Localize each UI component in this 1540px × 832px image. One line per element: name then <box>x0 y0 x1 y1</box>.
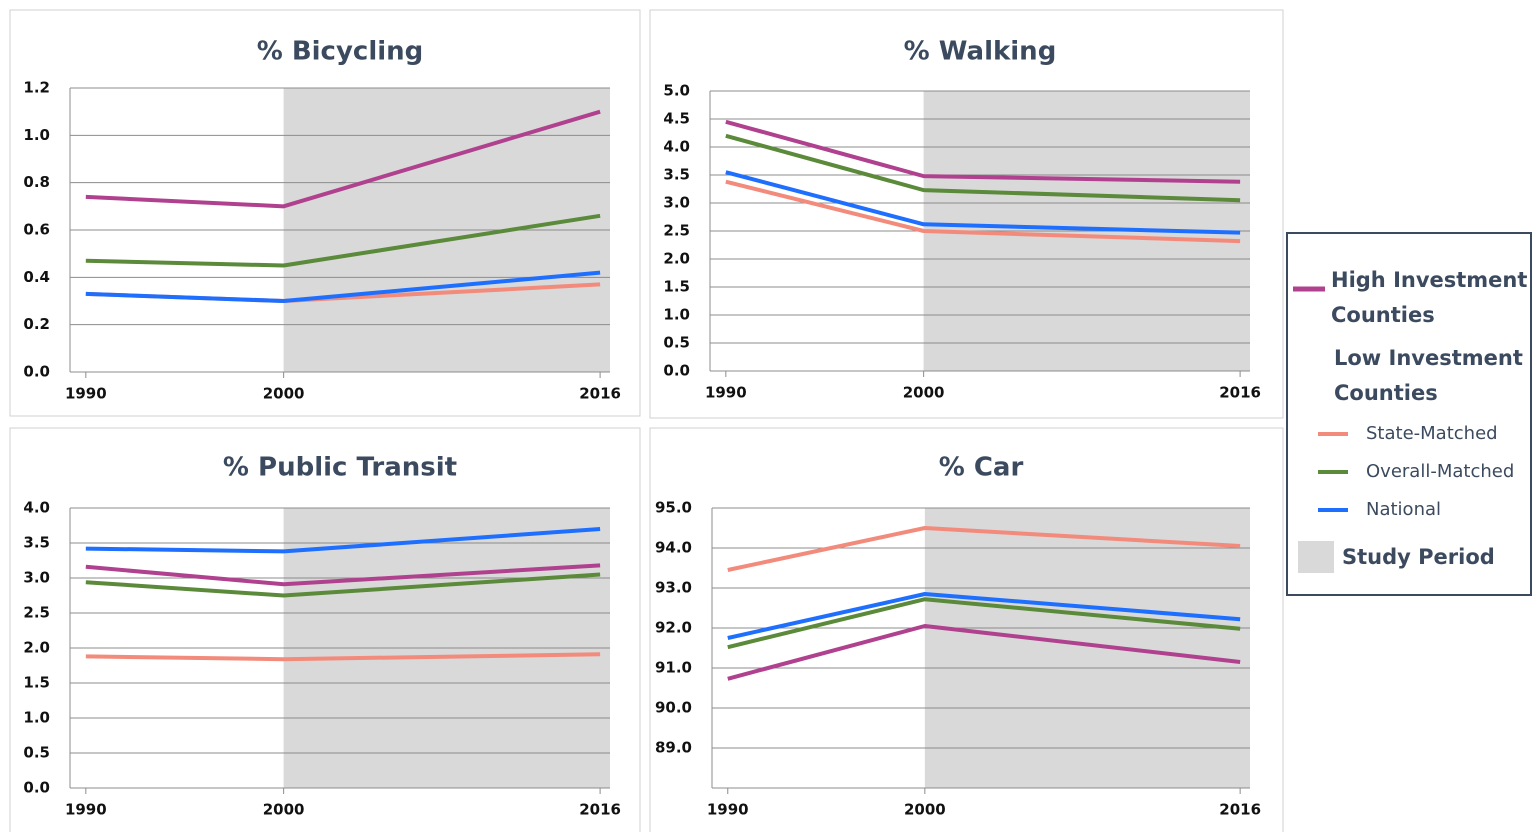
series-line <box>85 572 601 598</box>
legend-box <box>1286 232 1532 596</box>
legend-label: High Investment Counties <box>1331 268 1527 327</box>
y-tick-label: 89.0 <box>655 739 692 757</box>
legend-group-label: Low Investment Counties <box>1334 346 1523 405</box>
y-tick-label: 1.0 <box>23 709 50 727</box>
y-tick-label: 1.0 <box>663 306 690 324</box>
series-line <box>727 624 1241 681</box>
y-tick-label: 3.5 <box>23 534 50 552</box>
series-line <box>85 527 601 554</box>
y-tick-label: 0.0 <box>23 363 50 381</box>
y-tick-label: 0.5 <box>23 744 50 762</box>
series-line <box>727 592 1241 640</box>
y-tick-label: 92.0 <box>655 619 692 637</box>
x-tick-label: 2000 <box>904 801 946 819</box>
series-line <box>725 170 1241 235</box>
y-tick-label: 0.0 <box>23 779 50 797</box>
x-tick-label: 1990 <box>65 385 107 403</box>
legend-label: State-Matched <box>1366 423 1498 444</box>
x-tick-label: 2016 <box>1219 384 1261 402</box>
y-tick-label: 2.0 <box>23 639 50 657</box>
series-line <box>727 597 1241 650</box>
chart-title: % Bicycling <box>257 37 424 67</box>
series-line <box>85 652 601 662</box>
y-tick-label: 2.5 <box>23 604 50 622</box>
x-tick-label: 1990 <box>65 801 107 819</box>
series-line <box>725 179 1241 244</box>
series-line <box>725 119 1241 184</box>
y-tick-label: 95.0 <box>655 499 692 517</box>
study-period-shade <box>924 508 1250 788</box>
y-tick-label: 0.6 <box>23 221 50 239</box>
y-tick-label: 4.0 <box>23 499 50 517</box>
y-tick-label: 91.0 <box>655 659 692 677</box>
series-line <box>85 270 601 303</box>
y-tick-label: 0.8 <box>23 173 50 191</box>
x-tick-label: 2016 <box>579 385 621 403</box>
x-tick-label: 2016 <box>579 801 621 819</box>
y-tick-label: 5.0 <box>663 82 690 100</box>
series-line <box>725 133 1241 203</box>
y-tick-label: 1.0 <box>23 126 50 144</box>
x-tick-label: 2016 <box>1219 801 1261 819</box>
y-tick-label: 0.0 <box>663 362 690 380</box>
series-line <box>85 213 601 268</box>
legend-label: Overall-Matched <box>1366 461 1514 482</box>
chart-title: % Walking <box>904 37 1057 67</box>
y-tick-label: 0.2 <box>23 315 50 333</box>
legend-shade-swatch <box>1298 541 1334 573</box>
y-tick-label: 4.0 <box>663 138 690 156</box>
series-line <box>85 109 601 209</box>
y-tick-label: 1.2 <box>23 79 50 97</box>
y-tick-label: 3.5 <box>663 166 690 184</box>
y-tick-label: 3.0 <box>23 569 50 587</box>
x-tick-label: 1990 <box>707 801 749 819</box>
y-tick-label: 0.5 <box>663 334 690 352</box>
series-line <box>727 526 1241 572</box>
y-tick-label: 2.0 <box>663 250 690 268</box>
legend-shade-label: Study Period <box>1342 545 1495 569</box>
x-tick-label: 2000 <box>903 384 945 402</box>
y-tick-label: 90.0 <box>655 699 692 717</box>
x-tick-label: 2000 <box>263 385 305 403</box>
x-tick-label: 1990 <box>705 384 747 402</box>
y-tick-label: 1.5 <box>663 278 690 296</box>
legend-label: National <box>1366 499 1441 520</box>
y-tick-label: 2.5 <box>663 222 690 240</box>
y-tick-label: 93.0 <box>655 579 692 597</box>
chart-title: % Public Transit <box>223 453 457 483</box>
y-tick-label: 4.5 <box>663 110 690 128</box>
y-tick-label: 0.4 <box>23 268 50 286</box>
chart-title: % Car <box>939 453 1024 483</box>
y-tick-label: 94.0 <box>655 539 692 557</box>
y-tick-label: 3.0 <box>663 194 690 212</box>
x-tick-label: 2000 <box>263 801 305 819</box>
y-tick-label: 1.5 <box>23 674 50 692</box>
series-line <box>85 563 601 587</box>
